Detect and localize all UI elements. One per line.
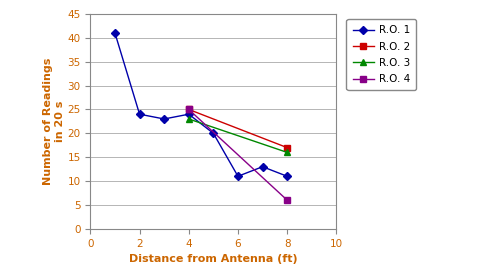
R.O. 2 xyxy=(284,146,290,149)
R.O. 1 xyxy=(234,175,240,178)
R.O. 1 xyxy=(259,165,265,169)
R.O. 3 xyxy=(284,151,290,154)
Line: R.O. 2: R.O. 2 xyxy=(185,107,290,150)
R.O. 3 xyxy=(185,117,191,121)
X-axis label: Distance from Antenna (ft): Distance from Antenna (ft) xyxy=(129,254,297,264)
R.O. 1 xyxy=(210,132,216,135)
Legend: R.O. 1, R.O. 2, R.O. 3, R.O. 4: R.O. 1, R.O. 2, R.O. 3, R.O. 4 xyxy=(346,19,415,90)
R.O. 1 xyxy=(161,117,167,121)
Line: R.O. 1: R.O. 1 xyxy=(112,30,290,179)
R.O. 1 xyxy=(284,175,290,178)
R.O. 1 xyxy=(185,112,191,116)
R.O. 1 xyxy=(112,31,118,35)
Y-axis label: Number of Readings
in 20 s: Number of Readings in 20 s xyxy=(43,58,65,185)
R.O. 1 xyxy=(136,112,142,116)
Line: R.O. 4: R.O. 4 xyxy=(185,107,290,203)
R.O. 4 xyxy=(185,108,191,111)
R.O. 4 xyxy=(284,198,290,202)
R.O. 2 xyxy=(185,108,191,111)
Line: R.O. 3: R.O. 3 xyxy=(185,116,290,155)
